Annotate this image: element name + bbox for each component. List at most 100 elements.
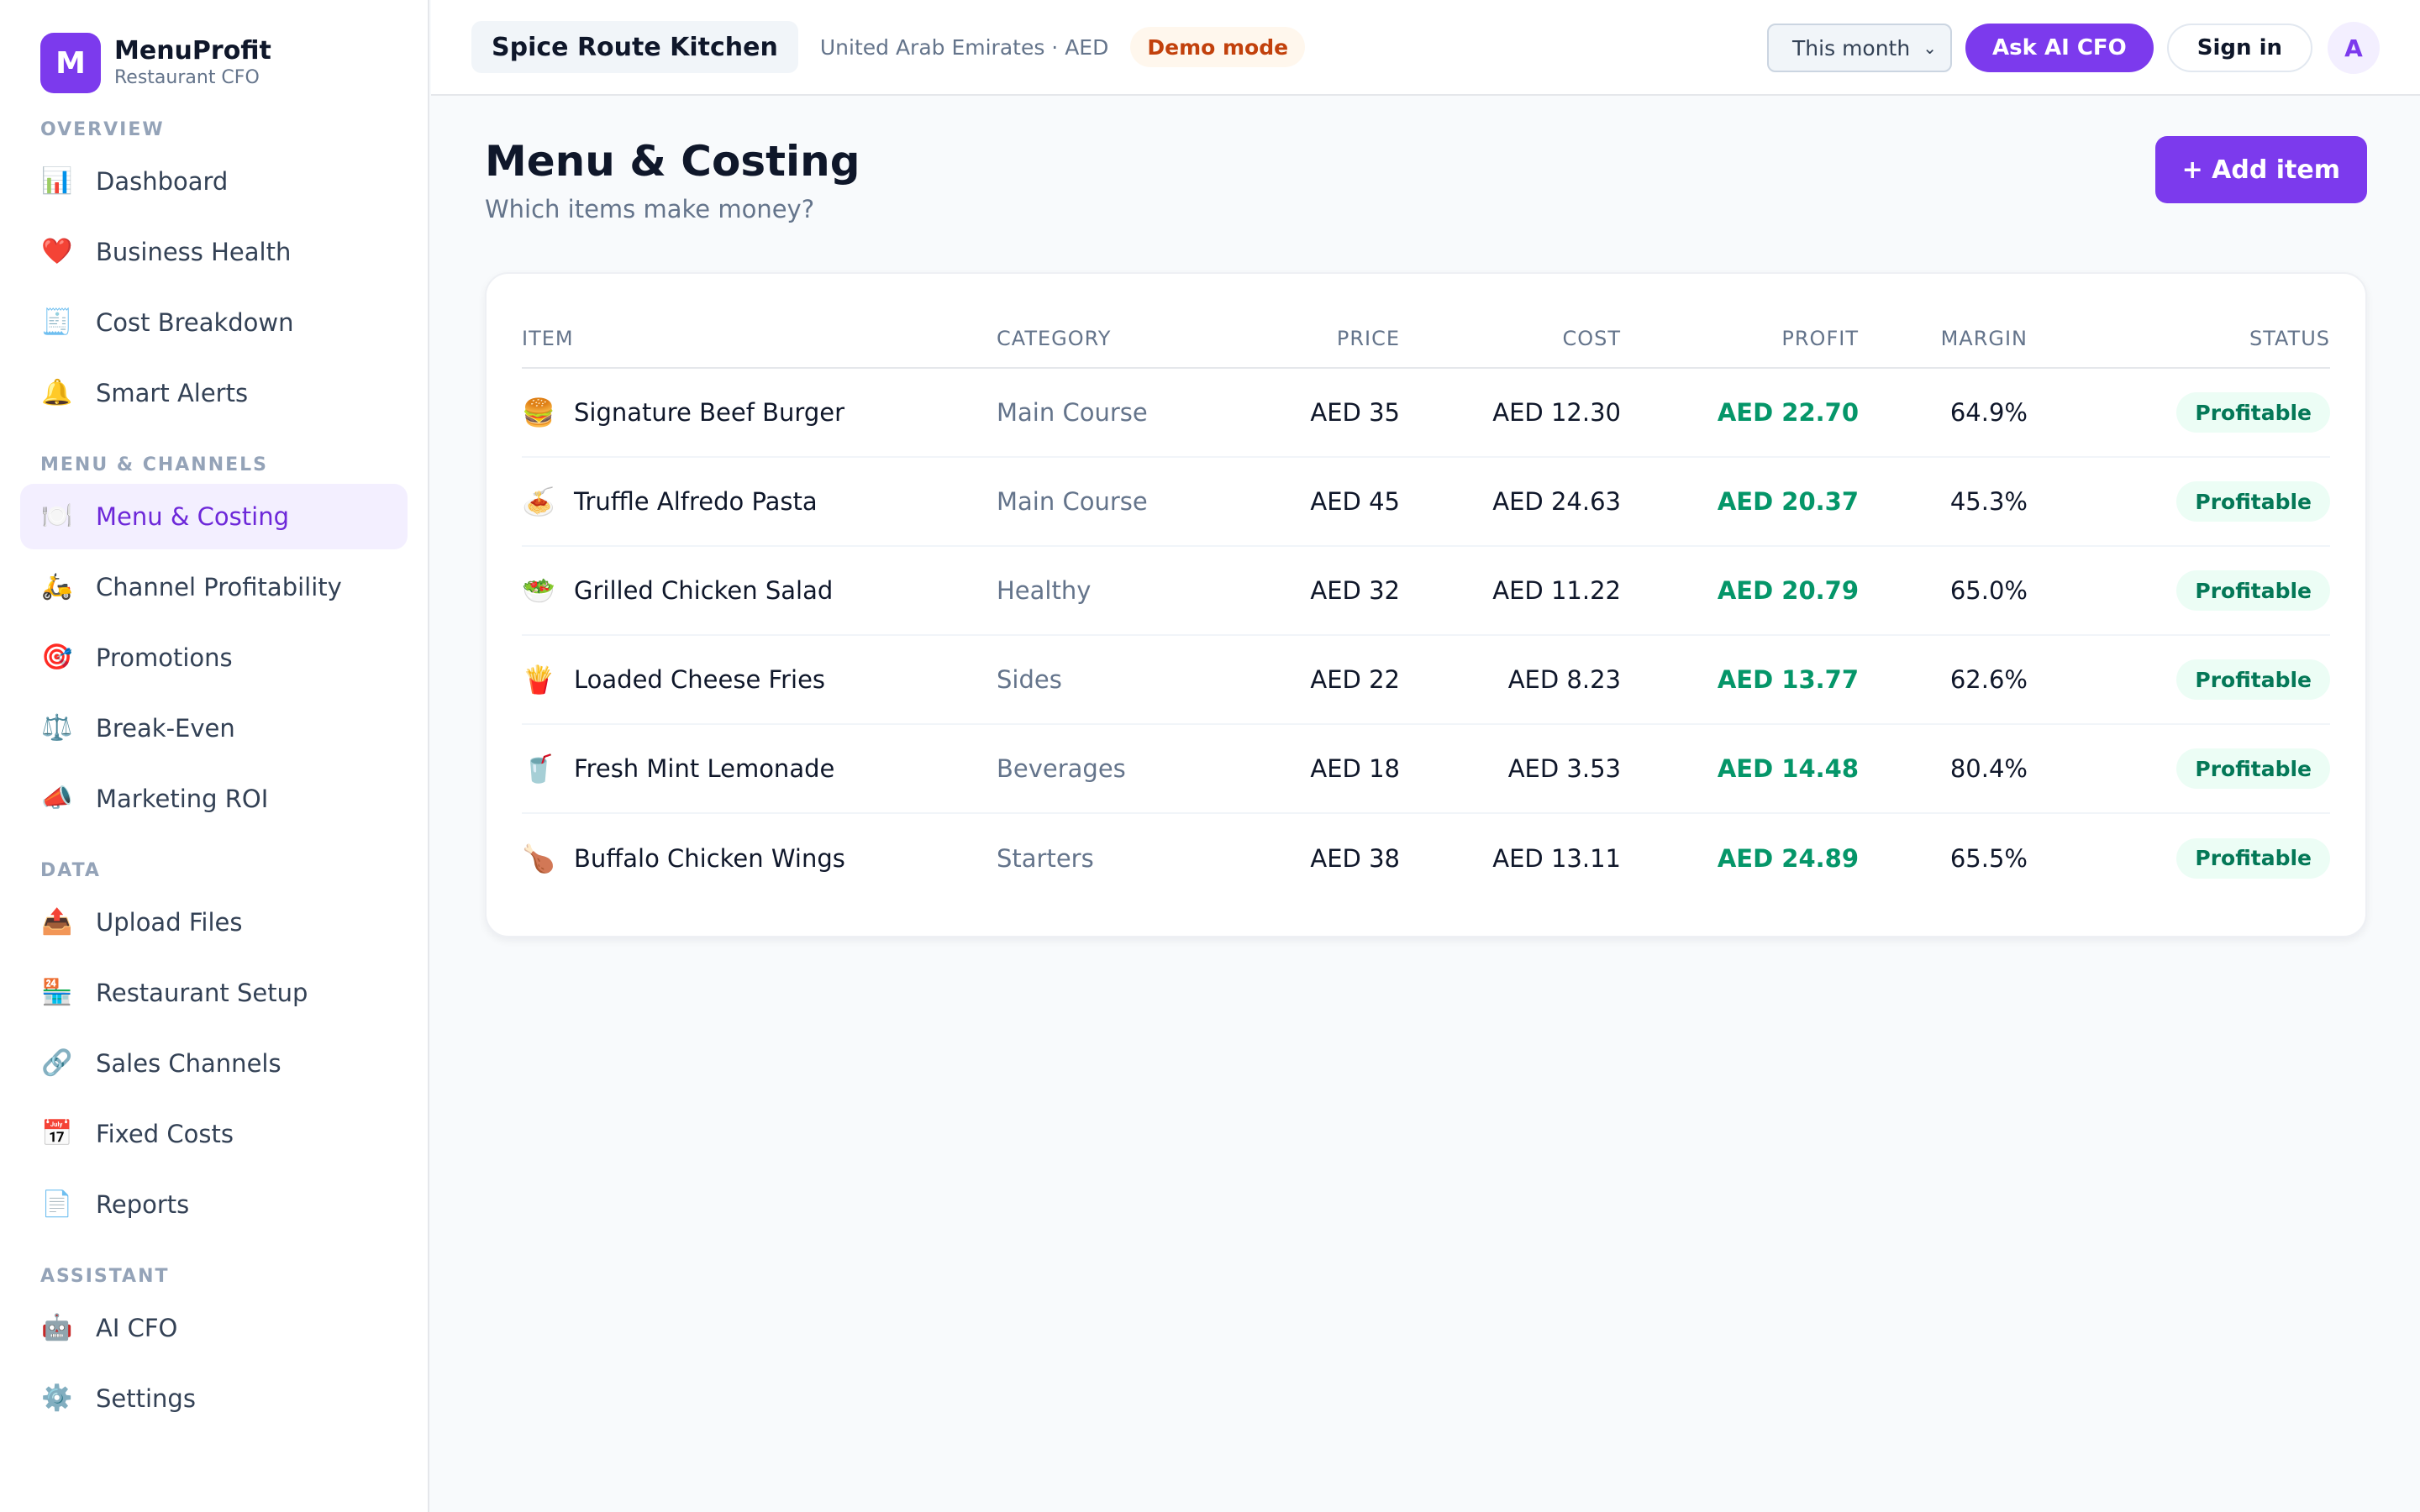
brand[interactable]: M MenuProfit Restaurant CFO	[40, 32, 408, 94]
cell-category: Starters	[997, 843, 1094, 873]
period-select[interactable]: This month ⌄	[1767, 24, 1953, 72]
sidebar-item-label: Menu & Costing	[96, 502, 289, 531]
cell-item: 🍔 Signature Beef Burger	[522, 368, 997, 458]
sidebar-nav: OVERVIEW 📊 Dashboard ❤️ Business Health 🧾 Cost…	[20, 119, 408, 1431]
item-name: Signature Beef Burger	[574, 398, 844, 427]
sidebar-item-upload-files[interactable]: 📤 Upload Files	[20, 890, 408, 955]
column-header-status[interactable]: STATUS	[2028, 274, 2330, 369]
sidebar-item-label: Business Health	[96, 238, 292, 266]
sidebar-item-cost-breakdown[interactable]: 🧾 Cost Breakdown	[20, 290, 408, 355]
cell-price: AED 32	[1215, 546, 1400, 636]
store-icon: 🏪	[41, 978, 73, 1007]
cell-profit: AED 14.48	[1621, 724, 1859, 814]
link-icon: 🔗	[41, 1048, 73, 1078]
sidebar-item-smart-alerts[interactable]: 🔔 Smart Alerts	[20, 360, 408, 426]
cell-margin: 65.0%	[1859, 546, 2028, 636]
cell-price: AED 35	[1215, 368, 1400, 458]
main-content: Menu & Costing Which items make money? +…	[485, 96, 2367, 937]
cell-category: Main Course	[997, 368, 1215, 458]
cell-item: 🍗 Buffalo Chicken Wings	[522, 813, 997, 902]
sidebar-item-ai-cfo[interactable]: 🤖 AI CFO	[20, 1295, 408, 1361]
salad-icon: 🥗	[522, 575, 555, 606]
page-title: Menu & Costing	[485, 137, 860, 186]
target-icon: 🎯	[41, 643, 73, 672]
sidebar-item-label: Upload Files	[96, 908, 243, 937]
table-row[interactable]: 🍟 Loaded Cheese Fries Sides AED 22 AED 8…	[522, 635, 2330, 725]
brand-subtitle: Restaurant CFO	[114, 67, 260, 88]
cell-margin: 80.4%	[1859, 724, 2028, 814]
sidebar-item-reports[interactable]: 📄 Reports	[20, 1172, 408, 1237]
column-header-category[interactable]: CATEGORY	[997, 274, 1215, 369]
item-name: Fresh Mint Lemonade	[574, 754, 835, 783]
sidebar-item-menu-costing[interactable]: 🍽️ Menu & Costing	[20, 484, 408, 549]
table-row[interactable]: 🍔 Signature Beef Burger Main Course AED …	[522, 368, 2330, 458]
column-header-profit[interactable]: PROFIT	[1621, 274, 1859, 369]
cell-price: AED 45	[1215, 457, 1400, 547]
sidebar-item-break-even[interactable]: ⚖️ Break-Even	[20, 696, 408, 761]
period-select-value: This month	[1792, 35, 1911, 60]
sidebar-section-label: OVERVIEW	[40, 119, 165, 140]
sidebar-item-label: Fixed Costs	[96, 1120, 234, 1148]
sidebar-item-marketing-roi[interactable]: 📣 Marketing ROI	[20, 766, 408, 832]
status-badge: Profitable	[2176, 481, 2330, 522]
cell-category: Healthy	[997, 546, 1215, 636]
receipt-icon: 🧾	[41, 307, 73, 337]
pasta-icon: 🍝	[522, 486, 555, 517]
heart-icon: ❤️	[41, 237, 73, 266]
cell-margin: 62.6%	[1859, 635, 2028, 725]
cell-status: Profitable	[2028, 724, 2330, 814]
cell-status: Profitable	[2028, 546, 2330, 636]
sidebar-item-label: AI CFO	[96, 1314, 178, 1342]
cell-cost: AED 11.22	[1400, 546, 1621, 636]
sidebar-item-label: Sales Channels	[96, 1049, 281, 1078]
sidebar-item-promotions[interactable]: 🎯 Promotions	[20, 625, 408, 690]
burger-icon: 🍔	[522, 396, 555, 428]
sidebar-item-restaurant-setup[interactable]: 🏪 Restaurant Setup	[20, 960, 408, 1026]
sidebar-item-sales-channels[interactable]: 🔗 Sales Channels	[20, 1031, 408, 1096]
table-row[interactable]: 🍗 Buffalo Chicken Wings Starters AED 38 …	[522, 813, 2330, 902]
status-badge: Profitable	[2176, 570, 2330, 611]
cell-profit: AED 22.70	[1621, 368, 1859, 458]
sidebar-item-fixed-costs[interactable]: 📅 Fixed Costs	[20, 1101, 408, 1167]
sidebar-item-business-health[interactable]: ❤️ Business Health	[20, 219, 408, 285]
cell-cost: AED 8.23	[1400, 635, 1621, 725]
restaurant-selector[interactable]: Spice Route Kitchen	[471, 21, 798, 73]
sidebar-item-label: Smart Alerts	[96, 379, 249, 407]
table-row[interactable]: 🥗 Grilled Chicken Salad Healthy AED 32 A…	[522, 546, 2330, 636]
sidebar-item-label: Restaurant Setup	[96, 979, 308, 1007]
cell-cost: AED 12.30	[1400, 368, 1621, 458]
cell-item: 🍟 Loaded Cheese Fries	[522, 635, 997, 725]
cell-profit: AED 13.77	[1621, 635, 1859, 725]
column-header-margin[interactable]: MARGIN	[1859, 274, 2028, 369]
sidebar-item-channel-profitability[interactable]: 🛵 Channel Profitability	[20, 554, 408, 620]
sidebar-item-settings[interactable]: ⚙️ Settings	[20, 1366, 408, 1431]
cell-status: Profitable	[2028, 635, 2330, 725]
add-item-button[interactable]: + Add item	[2154, 136, 2367, 203]
page-subtitle: Which items make money?	[485, 195, 815, 223]
table-row[interactable]: 🥤 Fresh Mint Lemonade Beverages AED 18 A…	[522, 724, 2330, 814]
sidebar-item-label: Settings	[96, 1384, 196, 1413]
status-badge: Profitable	[2176, 659, 2330, 700]
column-header-item[interactable]: ITEM	[522, 274, 997, 369]
calendar-icon: 📅	[41, 1119, 73, 1148]
drink-cup-icon: 🥤	[522, 753, 555, 785]
cell-category: Sides	[997, 635, 1215, 725]
column-header-price[interactable]: PRICE	[1215, 274, 1400, 369]
status-badge: Profitable	[2176, 837, 2330, 879]
gear-icon: ⚙️	[41, 1383, 73, 1413]
sidebar-item-label: Marketing ROI	[96, 785, 269, 813]
sidebar-item-dashboard[interactable]: 📊 Dashboard	[20, 149, 408, 214]
table-row[interactable]: 🍝 Truffle Alfredo Pasta Main Course AED …	[522, 457, 2330, 547]
cell-profit: AED 24.89	[1717, 843, 1859, 873]
item-name: Grilled Chicken Salad	[574, 576, 834, 605]
demo-mode-badge: Demo mode	[1130, 27, 1306, 67]
cell-status: Profitable	[2028, 813, 2330, 902]
document-icon: 📄	[41, 1189, 73, 1219]
avatar[interactable]: A	[2328, 22, 2380, 74]
sign-in-button[interactable]: Sign in	[2166, 24, 2312, 72]
item-name: Loaded Cheese Fries	[574, 665, 826, 694]
ask-ai-cfo-button[interactable]: Ask AI CFO	[1965, 24, 2154, 72]
column-header-cost[interactable]: COST	[1400, 274, 1621, 369]
cell-item: 🥗 Grilled Chicken Salad	[522, 546, 997, 636]
sidebar-section-label: MENU & CHANNELS	[40, 454, 269, 475]
